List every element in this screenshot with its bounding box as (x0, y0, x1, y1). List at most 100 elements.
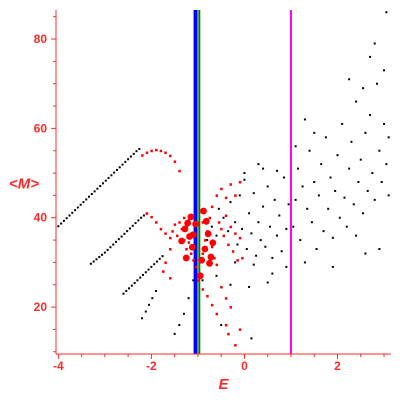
data-point (117, 238, 120, 241)
data-point (213, 256, 216, 260)
data-point (350, 140, 353, 143)
data-point (210, 225, 213, 228)
data-point (229, 225, 232, 229)
data-point (110, 174, 113, 177)
data-point (262, 167, 265, 170)
data-point (206, 239, 209, 242)
data-point (241, 256, 244, 260)
data-point (60, 222, 63, 225)
data-point (292, 225, 295, 228)
y-tick-label: 20 (34, 300, 48, 314)
data-point (271, 272, 274, 275)
data-point (127, 158, 130, 161)
data-point (324, 136, 327, 139)
data-point (306, 207, 309, 210)
data-point (150, 149, 153, 153)
data-point (136, 279, 139, 282)
data-point (147, 268, 150, 271)
data-point (222, 234, 225, 238)
data-point (210, 245, 214, 249)
data-point (120, 235, 123, 238)
large-data-point (181, 225, 189, 233)
data-point (187, 241, 191, 244)
data-point (383, 122, 386, 125)
data-point (238, 194, 241, 197)
data-point (266, 185, 269, 188)
data-point (138, 147, 141, 150)
data-point (301, 185, 304, 188)
data-point (238, 328, 242, 331)
data-point (229, 183, 232, 186)
data-point (227, 230, 230, 233)
x-tick-label: -4 (53, 359, 64, 373)
data-point (107, 176, 110, 179)
data-point (201, 221, 205, 224)
data-point (266, 281, 269, 284)
data-point (338, 216, 341, 219)
data-point (227, 332, 230, 336)
data-point (192, 259, 195, 262)
data-point (121, 163, 124, 166)
data-point (126, 230, 129, 233)
large-data-point (207, 253, 215, 261)
data-point (334, 189, 337, 192)
data-point (250, 232, 253, 235)
data-point (85, 198, 88, 201)
data-point (245, 248, 248, 251)
data-point (65, 217, 68, 220)
data-point (376, 82, 379, 85)
data-point (57, 225, 60, 228)
data-point (287, 203, 290, 206)
data-point (79, 203, 82, 206)
data-point (259, 239, 262, 242)
data-point (201, 279, 204, 282)
data-point (369, 113, 372, 116)
data-point (90, 193, 93, 196)
data-point (155, 260, 158, 263)
data-point (124, 160, 127, 163)
data-point (385, 163, 388, 166)
data-point (276, 169, 279, 172)
x-tick-label: 2 (334, 359, 341, 373)
data-point (206, 294, 209, 298)
data-point (140, 216, 143, 219)
data-point (168, 236, 172, 240)
data-point (99, 185, 102, 188)
data-point (229, 201, 232, 204)
data-point (162, 270, 165, 273)
y-tick-label: 80 (34, 32, 48, 46)
data-point (178, 169, 181, 173)
data-point (257, 221, 260, 224)
data-point (364, 252, 367, 255)
data-point (250, 337, 253, 340)
data-point (74, 209, 77, 212)
data-point (255, 254, 258, 257)
data-point (224, 214, 228, 218)
data-point (168, 154, 172, 158)
data-point (243, 178, 246, 181)
data-point (217, 221, 221, 224)
data-point (294, 145, 297, 148)
data-point (173, 223, 177, 226)
data-point (317, 194, 320, 197)
data-point (362, 87, 365, 90)
data-point (234, 221, 237, 224)
data-point (109, 246, 112, 249)
data-point (88, 195, 91, 198)
x-tick-label: -2 (146, 359, 157, 373)
data-point (322, 230, 325, 233)
data-point (271, 256, 274, 259)
data-point (215, 234, 218, 237)
data-point (252, 192, 255, 195)
data-point (187, 297, 190, 300)
data-point (373, 42, 376, 45)
data-point (378, 149, 381, 152)
data-point (313, 181, 316, 183)
data-point (103, 251, 106, 254)
data-point (89, 262, 92, 265)
data-point (348, 167, 351, 170)
large-data-point (192, 220, 199, 228)
data-point (115, 168, 118, 171)
data-point (128, 287, 131, 290)
